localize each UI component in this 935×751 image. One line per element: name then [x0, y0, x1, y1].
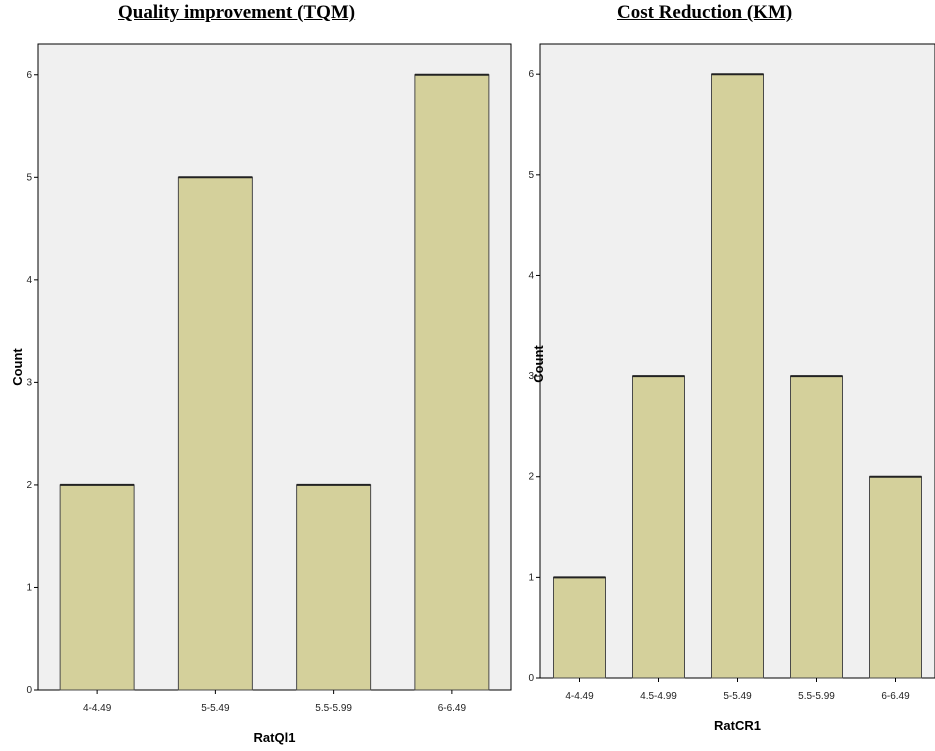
y-tick-label: 5 [26, 172, 32, 183]
x-tick-label: 5.5-5.99 [798, 691, 835, 702]
y-tick-label: 2 [528, 472, 534, 483]
bar-5.5-5.99 [790, 375, 843, 679]
y-tick-label: 2 [26, 480, 32, 491]
x-axis-title: RatQl1 [254, 730, 296, 745]
y-tick-label: 3 [26, 377, 32, 388]
x-tick-label: 6-6.49 [881, 691, 910, 702]
bar-6-6.49 [414, 74, 490, 691]
x-tick-label: 4-4.49 [565, 691, 594, 702]
bar-4-4.49 [59, 484, 135, 691]
bar-6-6.49 [869, 476, 922, 679]
bar-5-5.49 [711, 73, 764, 679]
bar-5.5-5.99 [296, 484, 372, 691]
y-tick-label: 4 [528, 270, 534, 281]
bar-4.5-4.99 [632, 375, 685, 679]
x-tick-label: 4.5-4.99 [640, 691, 677, 702]
y-tick-label: 6 [528, 69, 534, 80]
left-chart-title: Quality improvement (TQM) [118, 2, 356, 23]
x-tick-label: 6-6.49 [438, 703, 467, 714]
y-tick-label: 5 [528, 170, 534, 181]
y-tick-label: 4 [26, 275, 32, 286]
y-axis-title: Count [10, 348, 25, 386]
y-tick-label: 1 [528, 572, 534, 583]
y-tick-label: 1 [26, 582, 32, 593]
x-tick-label: 5.5-5.99 [315, 703, 352, 714]
y-axis-title: Count [531, 345, 546, 383]
x-tick-label: 5-5.49 [201, 703, 230, 714]
y-tick-label: 3 [528, 371, 534, 382]
y-tick-label: 0 [528, 673, 534, 684]
x-axis-title: RatCR1 [714, 718, 761, 733]
x-tick-label: 5-5.49 [723, 691, 752, 702]
y-tick-label: 6 [26, 70, 32, 81]
bar-5-5.49 [177, 176, 253, 691]
y-tick-label: 0 [26, 685, 32, 696]
right-chart-title: Cost Reduction (KM) [617, 2, 793, 23]
bar-4-4.49 [553, 576, 606, 679]
x-tick-label: 4-4.49 [83, 703, 112, 714]
